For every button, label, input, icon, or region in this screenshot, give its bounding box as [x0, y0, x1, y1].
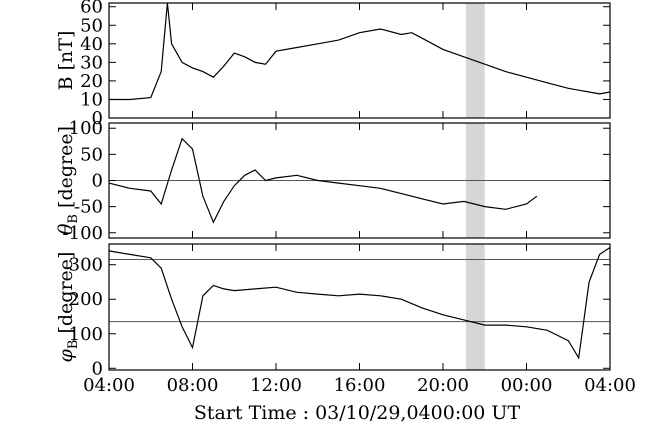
x-tick-label: 00:00 — [501, 375, 553, 396]
x-tick-label: 16:00 — [334, 375, 386, 396]
y-tick-label: 0 — [92, 358, 103, 379]
series-line-theta_B — [108, 137, 538, 224]
y-tick-label: 30 — [80, 52, 103, 73]
series-line-phi_B — [108, 247, 611, 360]
y-tick-label: 0 — [92, 108, 103, 129]
y-tick-label: 300 — [69, 255, 103, 276]
x-axis-title: Start Time : 03/10/29,0400:00 UT — [194, 402, 521, 424]
y-tick-label: 60 — [80, 0, 103, 18]
panel-frame — [108, 2, 611, 119]
x-tick-label: 04:00 — [83, 375, 135, 396]
series-line-B — [109, 2, 611, 101]
shaded-interval — [465, 244, 485, 370]
y-axis-title-phi_B: φB [degree] — [55, 252, 81, 363]
y-tick-label: 100 — [69, 118, 103, 139]
x-tick-label: 20:00 — [417, 375, 469, 396]
y-tick-label: 100 — [69, 324, 103, 345]
y-tick-label: 50 — [80, 144, 103, 165]
y-axis-title-B: B [nT] — [55, 31, 77, 91]
y-tick-label: 10 — [80, 89, 103, 110]
y-tick-label: 40 — [80, 34, 103, 55]
x-tick-label: 12:00 — [250, 375, 302, 396]
y-axis-title-theta_B: θB [degree] — [55, 126, 81, 235]
x-tick-label: 08:00 — [167, 375, 219, 396]
x-tick-label: 04:00 — [584, 375, 636, 396]
y-tick-label: 20 — [80, 71, 103, 92]
y-tick-label: 50 — [80, 15, 103, 36]
y-tick-label: -100 — [63, 223, 103, 244]
panel-frame — [108, 243, 611, 371]
y-tick-label: 200 — [69, 289, 103, 310]
x-axis: 04:00 08:00 12:00 16:00 20:00 00:00 04:00 — [83, 375, 636, 396]
y-tick-label: -50 — [74, 197, 103, 218]
y-tick-label: 0 — [92, 171, 103, 192]
